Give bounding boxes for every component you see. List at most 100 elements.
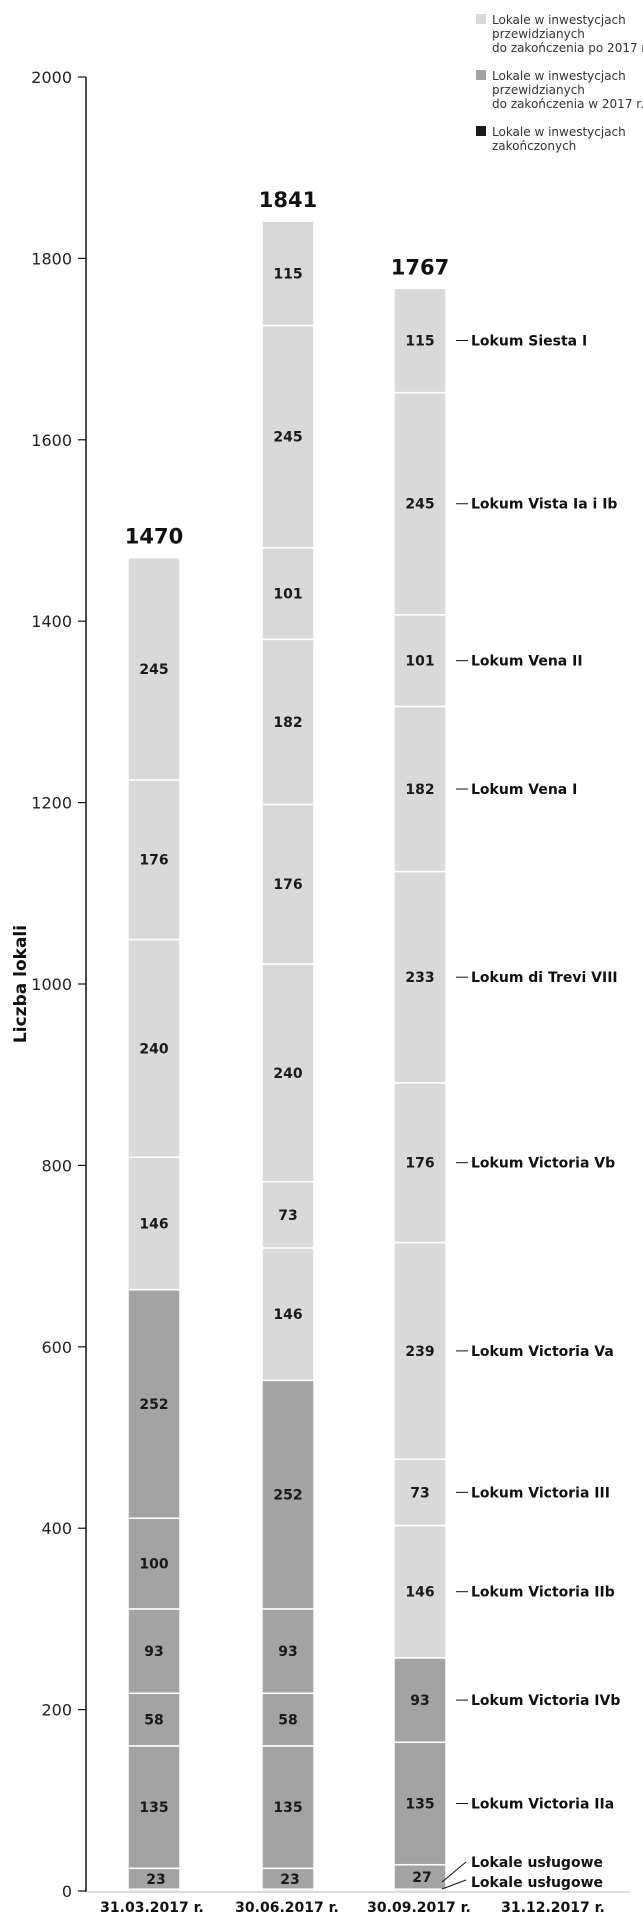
bar-segment xyxy=(261,324,315,549)
segment-value-label: 101 xyxy=(273,587,302,603)
segment-value-label: 100 xyxy=(139,1557,168,1573)
bar-segment xyxy=(127,1692,181,1747)
y-tick-label: 200 xyxy=(41,1701,72,1720)
investment-annotation-label: Lokum Vena II xyxy=(471,654,583,670)
legend-entry-text: Lokale w inwestycjach xyxy=(492,69,626,83)
x-tick-label: 30.06.2017 r. xyxy=(235,1900,339,1916)
annotation-leader-line xyxy=(441,1879,467,1890)
investment-annotation-label: Lokum Vena I xyxy=(471,782,577,798)
bar-segment xyxy=(261,1379,315,1610)
segment-value-label: 176 xyxy=(139,853,168,869)
bar-segment xyxy=(393,1863,447,1890)
segment-value-label: 182 xyxy=(405,782,434,798)
bar-segment xyxy=(261,1180,315,1249)
y-tick-label: 400 xyxy=(41,1519,72,1538)
bar-segment xyxy=(127,1608,181,1695)
bar-segment xyxy=(127,779,181,941)
bar-segment xyxy=(127,1745,181,1870)
bar-segment xyxy=(393,1241,447,1461)
bar-segment xyxy=(261,963,315,1183)
x-tick-label: 31.12.2017 r. xyxy=(501,1900,605,1916)
segment-value-label: 146 xyxy=(405,1585,434,1601)
annotation-leader-line xyxy=(441,1861,467,1883)
legend-swatch xyxy=(476,70,486,80)
segment-value-label: 240 xyxy=(139,1041,168,1057)
investment-annotation-label: Lokum Victoria IVb xyxy=(471,1693,620,1709)
investment-annotation-label: Lokum Vista Ia i Ib xyxy=(471,497,617,513)
segment-value-label: 233 xyxy=(405,970,434,986)
segment-value-label: 239 xyxy=(405,1344,434,1360)
x-tick-label: 30.09.2017 r. xyxy=(367,1900,471,1916)
bar-segment xyxy=(393,1082,447,1244)
y-tick-label: 0 xyxy=(62,1882,72,1901)
segment-value-label: 245 xyxy=(273,430,302,446)
segment-value-label: 73 xyxy=(410,1485,429,1501)
segment-value-label: 252 xyxy=(139,1397,168,1413)
investment-annotation-label: Lokum di Trevi VIII xyxy=(471,970,618,986)
segment-value-label: 93 xyxy=(144,1644,163,1660)
investment-annotation-label: Lokum Victoria IIa xyxy=(471,1796,614,1812)
bar-segment xyxy=(393,391,447,616)
investment-annotation-label: Lokum Victoria Vb xyxy=(471,1156,615,1172)
y-tick-label: 800 xyxy=(41,1156,72,1175)
segment-value-label: 135 xyxy=(139,1800,168,1816)
y-tick-label: 1800 xyxy=(31,249,72,268)
bar-segment xyxy=(127,556,181,781)
bar-segment xyxy=(393,1741,447,1866)
bar-segment xyxy=(261,803,315,965)
bar-segment xyxy=(393,287,447,394)
x-tick-label: 31.03.2017 r. xyxy=(100,1900,204,1916)
investment-annotation-label: Lokum Victoria IIb xyxy=(471,1585,615,1601)
investment-annotation-label: Lokum Victoria III xyxy=(471,1485,610,1501)
y-tick-label: 1200 xyxy=(31,794,72,813)
segment-value-label: 135 xyxy=(273,1800,302,1816)
bar-total-label: 1470 xyxy=(125,525,183,549)
legend-swatch xyxy=(476,14,486,24)
legend-entry-text: przewidzianych xyxy=(492,27,585,41)
segment-value-label: 73 xyxy=(278,1208,297,1224)
legend-entry-text: do zakończenia w 2017 r. xyxy=(492,97,643,111)
segment-value-label: 182 xyxy=(273,715,302,731)
segment-value-label: 135 xyxy=(405,1796,434,1812)
bar-segment xyxy=(393,1524,447,1659)
bar-segment xyxy=(127,1517,181,1610)
legend-entry-text: przewidzianych xyxy=(492,83,585,97)
y-tick-label: 1600 xyxy=(31,431,72,450)
segment-value-label: 58 xyxy=(144,1713,163,1729)
segment-value-label: 23 xyxy=(280,1872,299,1888)
investment-annotation-label: Lokale usługowe xyxy=(471,1855,603,1871)
bar-segment xyxy=(261,220,315,327)
legend-swatch xyxy=(476,126,486,136)
bar-total-label: 1841 xyxy=(259,188,317,212)
bar-segment xyxy=(261,546,315,641)
y-tick-label: 600 xyxy=(41,1338,72,1357)
y-tick-label: 1000 xyxy=(31,975,72,994)
bar-total-label: 1767 xyxy=(391,255,449,279)
y-tick-label: 2000 xyxy=(31,68,72,87)
segment-value-label: 176 xyxy=(405,1156,434,1172)
bar-segment xyxy=(393,614,447,708)
segment-value-label: 93 xyxy=(278,1644,297,1660)
segment-value-label: 146 xyxy=(139,1216,168,1232)
bar-segment xyxy=(127,1156,181,1291)
investment-annotation-label: Lokum Victoria Va xyxy=(471,1344,614,1360)
bar-segment xyxy=(127,1288,181,1519)
segment-value-label: 58 xyxy=(278,1713,297,1729)
investment-annotation-label: Lokum Siesta I xyxy=(471,333,587,349)
investment-annotation-label: Lokale usługowe xyxy=(471,1875,603,1891)
legend-entry-text: Lokale w inwestycjach xyxy=(492,125,626,139)
segment-value-label: 93 xyxy=(410,1693,429,1709)
segment-value-label: 115 xyxy=(405,333,434,349)
bar-segment xyxy=(393,1458,447,1527)
legend-entry-text: Lokale w inwestycjach xyxy=(492,13,626,27)
segment-value-label: 146 xyxy=(273,1307,302,1323)
segment-value-label: 115 xyxy=(273,266,302,282)
segment-value-label: 240 xyxy=(273,1066,302,1082)
segment-value-label: 245 xyxy=(139,662,168,678)
bar-segment xyxy=(393,870,447,1084)
segment-value-label: 245 xyxy=(405,497,434,513)
bar-segment xyxy=(127,938,181,1158)
segment-value-label: 252 xyxy=(273,1488,302,1504)
segment-value-label: 27 xyxy=(412,1870,431,1886)
